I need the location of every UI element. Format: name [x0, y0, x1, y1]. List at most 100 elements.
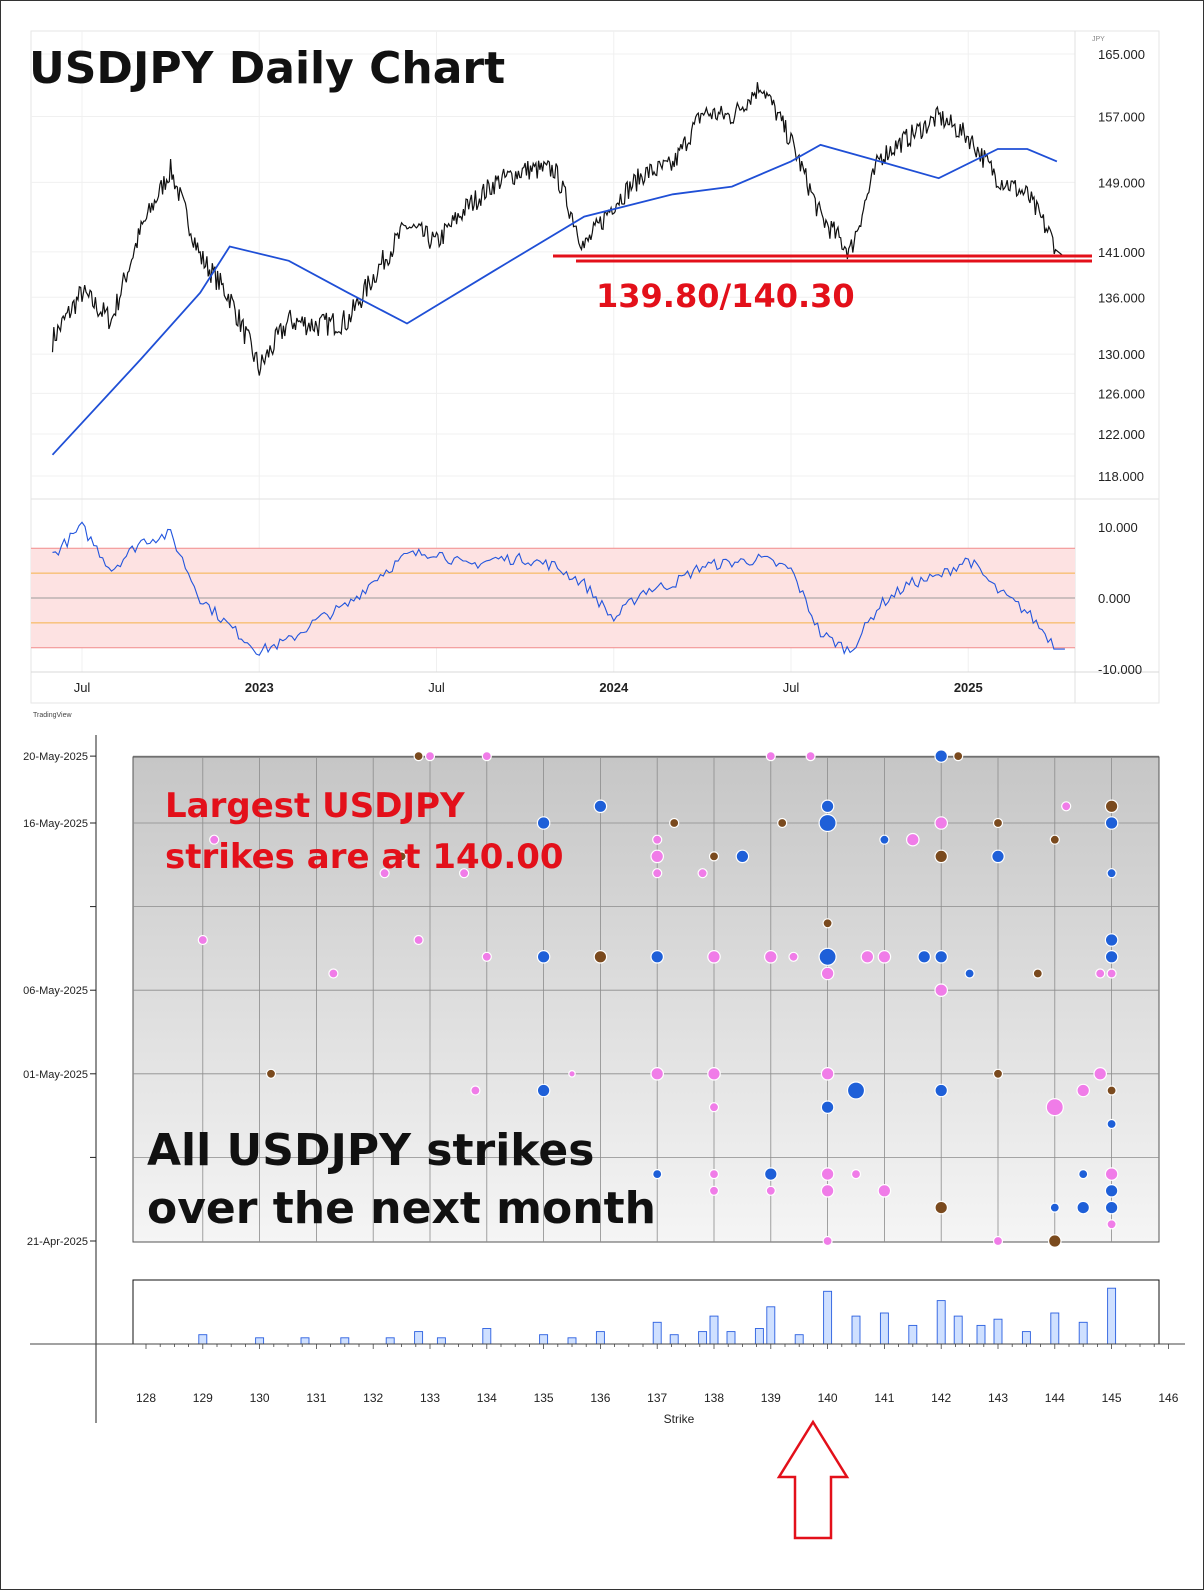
- strike-bubble: [481, 951, 492, 962]
- strike-bubble: [934, 1200, 948, 1215]
- oscillator-tick-label: 10.000: [1098, 520, 1138, 535]
- strike-bubble: [777, 817, 788, 829]
- strike-bubble: [708, 1102, 720, 1113]
- strike-bubble: [697, 868, 708, 879]
- strike-bubble: [820, 799, 835, 814]
- price-tick-label: 126.000: [1098, 386, 1145, 401]
- strike-bubble: [763, 1167, 778, 1181]
- strike-bubble: [1045, 1098, 1064, 1117]
- chart-title: USDJPY Daily Chart: [29, 43, 505, 94]
- strike-bubble: [708, 1168, 720, 1180]
- histogram-bar: [754, 1328, 764, 1345]
- histogram-bar: [482, 1328, 492, 1345]
- histogram-bar: [300, 1337, 310, 1345]
- oscillator-line: [52, 521, 1065, 656]
- price-chart: 165.000 157.000 149.000 141.000 136.000 130.0…: [29, 30, 1160, 719]
- strike-bubble: [991, 849, 1005, 864]
- histogram-bar: [652, 1321, 662, 1345]
- histogram-bar: [953, 1315, 963, 1345]
- strike-bubble: [652, 1168, 663, 1180]
- strike-bubble: [1106, 968, 1117, 979]
- price-y-axis: 165.000 157.000 149.000 141.000 136.000 130.0…: [1098, 47, 1145, 484]
- price-tick-label: 130.000: [1098, 347, 1145, 362]
- time-tick-label: 2024: [599, 680, 629, 695]
- strike-tick-label: 138: [704, 1391, 724, 1405]
- strike-tick-label: 145: [1102, 1391, 1122, 1405]
- strike-tick-label: 139: [761, 1391, 781, 1405]
- strike-bubble: [536, 816, 551, 830]
- largest-strikes-note-line1: Largest USDJPY: [165, 786, 465, 826]
- currency-label: JPY: [1092, 36, 1105, 43]
- strike-bubble: [846, 1081, 866, 1100]
- strike-tick-label: 131: [306, 1391, 326, 1405]
- histogram-bar: [1078, 1321, 1088, 1345]
- strikes-chart: 20-May-2025 16-May-2025 06-May-2025 01-May-…: [23, 735, 1185, 1540]
- strike-tick-label: 129: [193, 1391, 213, 1405]
- strike-bubble: [818, 813, 837, 833]
- strike-tick-label: 143: [988, 1391, 1008, 1405]
- strike-bubble: [822, 918, 833, 929]
- strike-bubble: [652, 834, 663, 845]
- price-tick-label: 118.000: [1098, 469, 1144, 484]
- strike-bubble: [860, 949, 875, 964]
- strike-bubble: [650, 849, 664, 864]
- strike-tick-label: 142: [931, 1391, 951, 1405]
- strike-bubble: [879, 834, 890, 845]
- histogram-bar: [726, 1331, 736, 1345]
- price-tick-label: 149.000: [1098, 175, 1145, 190]
- histogram-panel: [132, 1279, 1160, 1345]
- histogram-bar: [1107, 1287, 1117, 1345]
- histogram-bar: [851, 1315, 861, 1345]
- strike-tick-label: 134: [477, 1391, 497, 1405]
- price-tick-label: 165.000: [1098, 47, 1145, 62]
- strike-tick-label: 130: [250, 1391, 270, 1405]
- time-tick-label: Jul: [783, 680, 800, 695]
- strike-bubble: [396, 851, 407, 862]
- strike-bubble: [818, 947, 837, 966]
- strike-bubble: [1106, 1219, 1117, 1230]
- price-chart-series: [31, 82, 1075, 656]
- strike-bubble: [1078, 1168, 1089, 1180]
- strike-bubble: [1049, 1202, 1060, 1213]
- strike-bubble: [934, 983, 948, 997]
- histogram-bar: [567, 1337, 577, 1345]
- strike-bubble: [1061, 801, 1072, 812]
- strike-bubble: [413, 750, 424, 762]
- strike-bubble: [197, 934, 208, 946]
- strike-bubble: [934, 749, 948, 763]
- strike-bubble: [707, 949, 721, 964]
- histogram-bar: [1050, 1312, 1060, 1345]
- strike-bubble: [424, 750, 436, 762]
- strike-bubble: [1032, 968, 1043, 979]
- price-tick-label: 136.000: [1098, 290, 1145, 305]
- strike-bubble: [934, 949, 948, 964]
- strike-tick-label: 133: [420, 1391, 440, 1405]
- support-label: 139.80/140.30: [596, 277, 855, 315]
- oscillator-tick-label: 0.000: [1098, 591, 1131, 606]
- strike-tick-label: 141: [874, 1391, 894, 1405]
- strike-bubble: [992, 1235, 1004, 1247]
- strike-bubble: [1076, 1200, 1090, 1215]
- strike-bubble: [209, 834, 220, 845]
- strike-bubble: [481, 750, 492, 762]
- strike-bubble: [820, 1167, 835, 1181]
- strike-bubble: [536, 1083, 551, 1098]
- date-tick-label: 21-Apr-2025: [27, 1236, 88, 1248]
- oscillator-tick-label: -10.000: [1098, 662, 1142, 677]
- strike-bubble: [593, 949, 608, 964]
- strike-bubble: [652, 868, 663, 879]
- histogram-bar: [436, 1337, 446, 1345]
- oscillator-y-axis: 10.000 0.000 -10.000: [1098, 520, 1142, 677]
- strike-tick-label: 132: [363, 1391, 383, 1405]
- strike-bubble: [470, 1085, 481, 1096]
- strike-bubble: [536, 949, 551, 964]
- strike-tick-label: 136: [590, 1391, 610, 1405]
- strike-bubble: [328, 968, 339, 979]
- all-strikes-note-line2: over the next month: [147, 1183, 656, 1234]
- strike-tick-label: 128: [136, 1391, 156, 1405]
- strike-bubble: [568, 1070, 576, 1078]
- histogram-bar: [595, 1331, 605, 1345]
- strike-bubble: [765, 1185, 776, 1196]
- histogram-bar: [539, 1334, 549, 1345]
- strike-bubble: [763, 949, 778, 964]
